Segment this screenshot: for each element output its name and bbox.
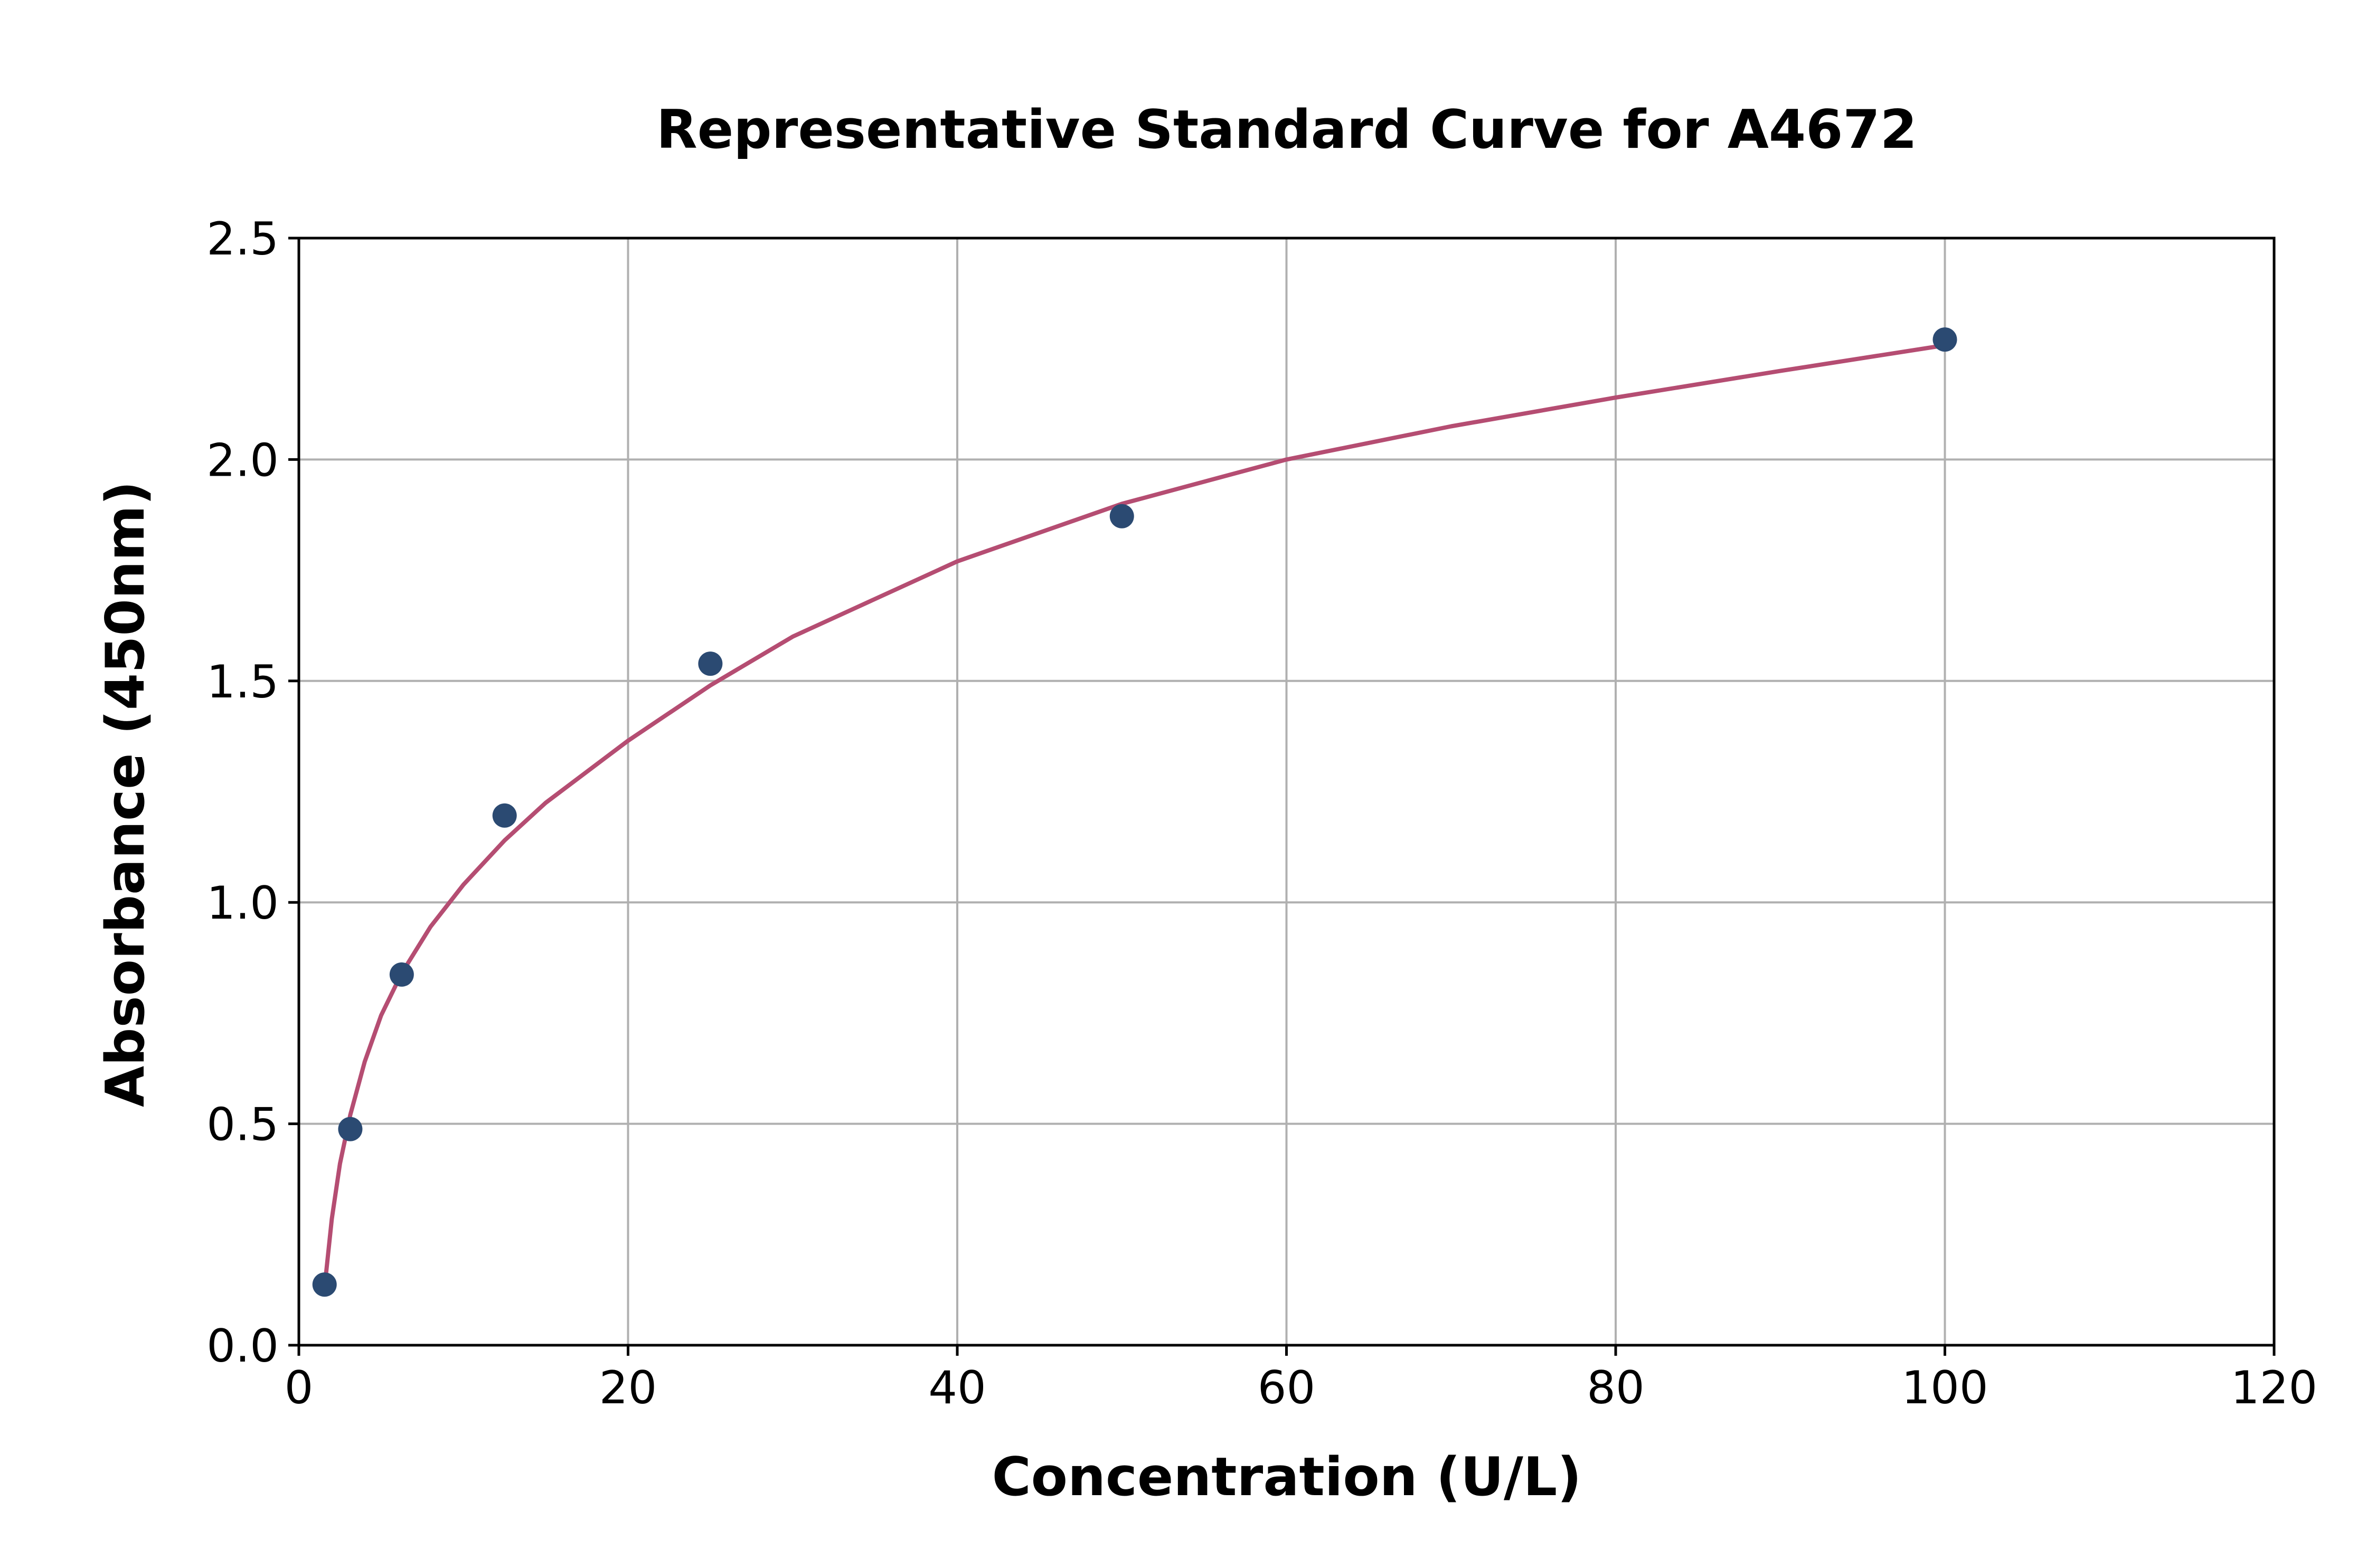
- data-point-3: [492, 803, 517, 828]
- grid: [298, 237, 2275, 1346]
- fit-curve-line: [322, 343, 1947, 1290]
- x-tick-label-5: 100: [1901, 1362, 1988, 1414]
- y-tick-label-2: 1.0: [206, 877, 279, 930]
- data-point-1: [338, 1117, 363, 1141]
- fit-curve-group: [322, 343, 1947, 1290]
- y-tick-label-3: 1.5: [206, 656, 279, 709]
- y-tick-label-1: 0.5: [206, 1099, 279, 1151]
- data-point-0: [312, 1272, 337, 1297]
- y-tick-label-5: 2.5: [206, 213, 279, 266]
- x-tick-label-3: 60: [1258, 1362, 1315, 1414]
- data-point-2: [389, 962, 414, 987]
- x-axis-label: Concentration (U/L): [992, 1446, 1582, 1508]
- y-axis-label: Absorbance (450nm): [94, 481, 156, 1107]
- x-tick-label-6: 120: [2231, 1362, 2317, 1414]
- x-tick-label-0: 0: [285, 1362, 314, 1414]
- x-tick-label-1: 20: [599, 1362, 657, 1414]
- y-tick-label-0: 0.0: [206, 1320, 279, 1373]
- chart-title: Representative Standard Curve for A4672: [656, 98, 1917, 160]
- data-point-5: [1109, 504, 1134, 528]
- x-tick-label-4: 80: [1587, 1362, 1644, 1414]
- data-point-6: [1932, 327, 1957, 352]
- data-point-4: [698, 651, 723, 676]
- y-tick-label-4: 2.0: [206, 434, 279, 487]
- x-tick-label-2: 40: [928, 1362, 986, 1414]
- ticks: 0 20 40 60 80 100 120 0.0 0.5 1.0 1.5 2.0 2.5: [206, 213, 2317, 1414]
- data-points: [312, 327, 1957, 1297]
